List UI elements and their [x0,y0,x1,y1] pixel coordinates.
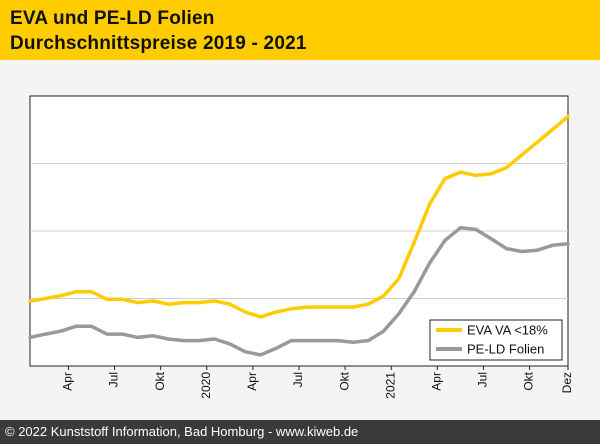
data-point-pe-ld [397,312,401,316]
data-point-eva [74,290,78,294]
data-point-pe-ld [505,247,509,251]
data-point-pe-ld [59,329,63,333]
data-point-eva [166,302,170,306]
data-point-pe-ld [74,324,78,328]
data-point-pe-ld [458,226,462,230]
data-point-pe-ld [120,332,124,336]
data-point-pe-ld [28,335,32,339]
data-point-eva [489,172,493,176]
data-point-eva [320,305,324,309]
data-point-eva [274,310,278,314]
x-tick-label: 2020 [199,372,213,399]
data-point-pe-ld [289,339,293,343]
data-point-eva [551,127,555,131]
legend-label-eva: EVA VA <18% [467,323,548,338]
data-point-pe-ld [136,335,140,339]
data-point-eva [212,299,216,303]
data-point-eva [89,290,93,294]
data-point-pe-ld [243,350,247,354]
data-point-pe-ld [535,248,539,252]
data-point-eva [520,153,524,157]
data-point-eva [505,166,509,170]
data-point-eva [458,170,462,174]
x-axis-ticks: Apr Jul Okt 2020 Apr Jul Okt 2021 Apr Jul Okt Dez [61,366,574,399]
data-point-pe-ld [305,339,309,343]
data-point-pe-ld [166,337,170,341]
x-tick-label: Jul [291,372,305,387]
data-point-eva [289,307,293,311]
data-point-eva [535,140,539,144]
data-point-pe-ld [89,324,93,328]
data-point-eva [28,299,32,303]
data-point-eva [335,305,339,309]
data-point-pe-ld [520,250,524,254]
data-point-pe-ld [443,238,447,242]
legend: EVA VA <18% PE-LD Folien [429,319,563,361]
chart-header: EVA und PE-LD Folien Durchschnittspreise… [0,0,600,60]
data-point-pe-ld [335,339,339,343]
series-line-pe-ld [28,226,570,357]
data-point-eva [182,301,186,305]
copyright-text: © 2022 Kunststoff Information, Bad Hombu… [5,424,359,439]
data-point-pe-ld [274,346,278,350]
data-point-eva [382,294,386,298]
data-point-eva [428,202,432,206]
x-tick-label: Okt [153,371,167,390]
chart-title: EVA und PE-LD Folien [10,8,215,29]
data-point-pe-ld [489,237,493,241]
data-point-pe-ld [351,340,355,344]
data-point-eva [474,173,478,177]
x-tick-label: Apr [245,372,259,391]
x-tick-label: Okt [337,371,351,390]
data-point-pe-ld [412,289,416,293]
data-point-pe-ld [474,227,478,231]
data-point-eva [397,277,401,281]
x-tick-label: 2021 [383,372,397,399]
data-point-eva [412,240,416,244]
data-point-eva [105,297,109,301]
data-point-pe-ld [320,339,324,343]
data-point-pe-ld [259,353,263,357]
data-point-eva [443,177,447,181]
data-point-pe-ld [212,337,216,341]
data-point-pe-ld [566,242,570,246]
series-line-eva [28,114,570,319]
data-point-eva [566,115,570,119]
data-point-eva [366,302,370,306]
data-point-eva [259,315,263,319]
x-tick-label: Apr [61,372,75,391]
data-point-pe-ld [182,339,186,343]
data-point-eva [136,301,140,305]
data-point-eva [59,294,63,298]
data-point-eva [228,302,232,306]
x-tick-label: Dez [560,372,574,393]
data-point-eva [351,305,355,309]
chart-subtitle: Durchschnittspreise 2019 - 2021 [10,33,307,54]
data-point-pe-ld [551,243,555,247]
data-point-pe-ld [43,332,47,336]
legend-label-pe-ld: PE-LD Folien [467,342,544,357]
legend-box [429,319,563,361]
data-point-eva [197,301,201,305]
data-point-pe-ld [151,334,155,338]
data-point-pe-ld [197,339,201,343]
data-point-eva [120,297,124,301]
data-point-pe-ld [366,339,370,343]
series-lines [28,114,570,357]
data-point-pe-ld [382,329,386,333]
data-point-eva [243,310,247,314]
data-point-eva [43,297,47,300]
data-point-pe-ld [105,332,109,336]
x-tick-label: Jul [107,372,121,387]
data-point-pe-ld [428,261,432,265]
footer: © 2022 Kunststoff Information, Bad Hombu… [0,420,600,444]
data-point-eva [151,299,155,303]
x-tick-label: Jul [476,372,490,387]
data-point-pe-ld [228,342,232,346]
line-chart: Apr Jul Okt 2020 Apr Jul Okt 2021 Apr Jul Okt Dez E… [28,95,574,399]
data-point-eva [305,305,309,309]
x-tick-label: Okt [522,371,536,390]
x-tick-label: Apr [430,372,444,391]
